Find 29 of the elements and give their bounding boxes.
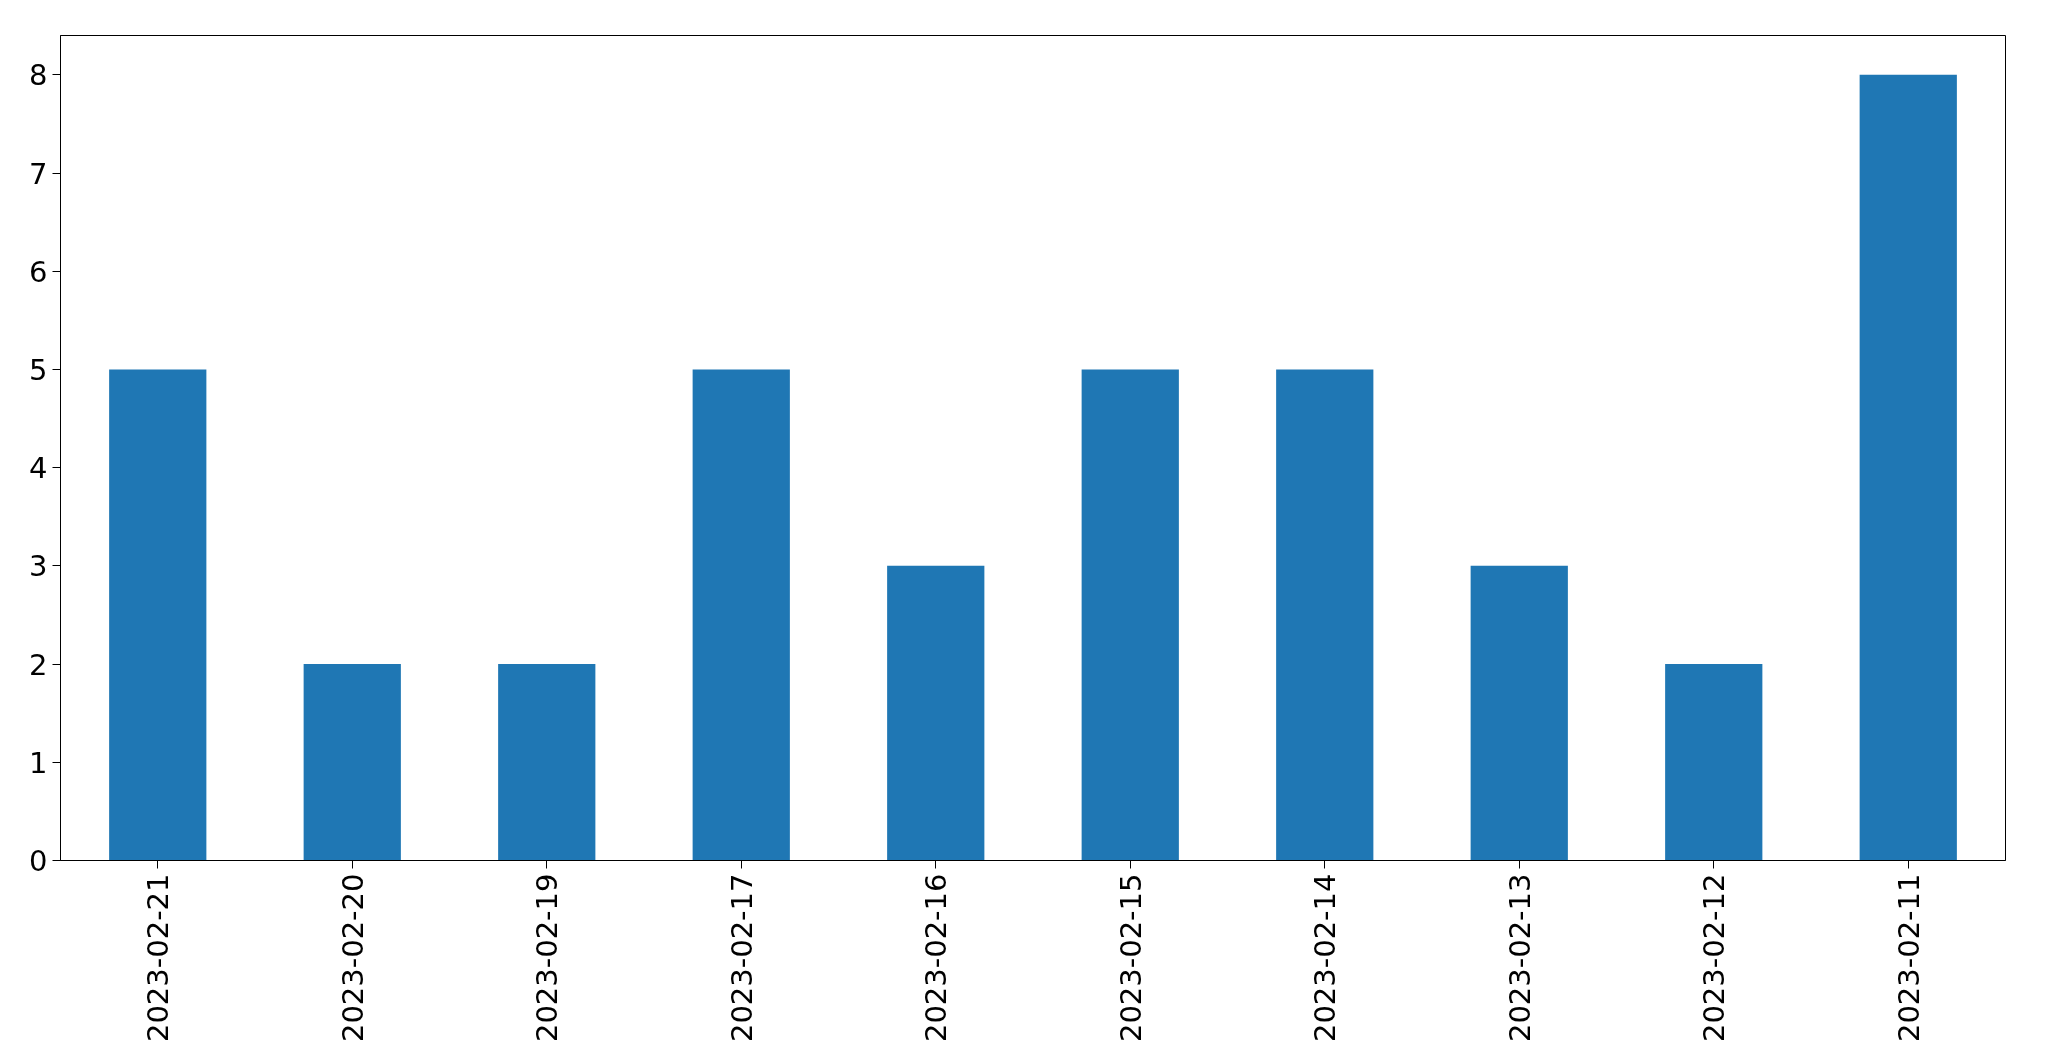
x-tick-label: 2023-02-16 xyxy=(919,873,954,1043)
bar xyxy=(1859,74,1957,861)
bar xyxy=(109,369,207,861)
x-tick-label: 2023-02-21 xyxy=(141,873,176,1043)
x-tick-label: 2023-02-15 xyxy=(1113,873,1148,1043)
y-tick-label: 8 xyxy=(29,58,48,93)
x-tick-label: 2023-02-12 xyxy=(1697,873,1732,1043)
x-tick-label: 2023-02-13 xyxy=(1502,873,1537,1043)
y-tick-label: 5 xyxy=(29,352,48,387)
bar xyxy=(1276,369,1374,861)
y-tick-label: 2 xyxy=(29,647,48,682)
x-tick-label: 2023-02-19 xyxy=(530,873,565,1043)
bar xyxy=(303,664,401,861)
y-tick-label: 0 xyxy=(29,844,48,878)
x-tick-label: 2023-02-11 xyxy=(1891,873,1926,1043)
y-tick-label: 7 xyxy=(29,156,48,191)
bar xyxy=(1665,664,1763,861)
bar xyxy=(887,565,985,861)
x-tick-label: 2023-02-14 xyxy=(1308,873,1343,1043)
x-tick-label: 2023-02-17 xyxy=(724,873,759,1043)
y-tick-label: 3 xyxy=(29,549,48,584)
bar xyxy=(1081,369,1179,861)
x-tick-label: 2023-02-20 xyxy=(335,873,370,1043)
bar xyxy=(1470,565,1568,861)
bar xyxy=(692,369,790,861)
y-tick-label: 6 xyxy=(29,254,48,289)
bar xyxy=(498,664,596,861)
y-tick-label: 1 xyxy=(29,745,48,780)
y-tick-label: 4 xyxy=(29,451,48,486)
